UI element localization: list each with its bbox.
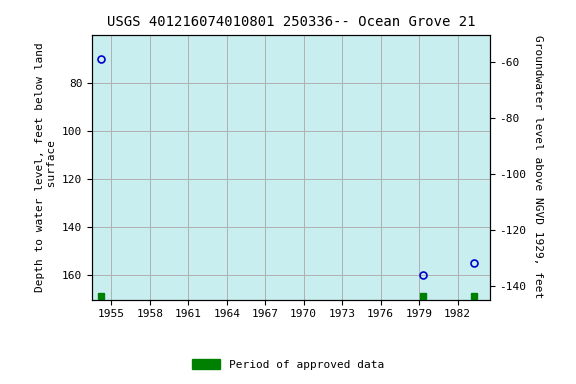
Y-axis label: Groundwater level above NGVD 1929, feet: Groundwater level above NGVD 1929, feet bbox=[533, 35, 543, 299]
Legend: Period of approved data: Period of approved data bbox=[188, 355, 388, 375]
Title: USGS 401216074010801 250336-- Ocean Grove 21: USGS 401216074010801 250336-- Ocean Grov… bbox=[107, 15, 475, 29]
Y-axis label: Depth to water level, feet below land
 surface: Depth to water level, feet below land su… bbox=[35, 42, 56, 292]
